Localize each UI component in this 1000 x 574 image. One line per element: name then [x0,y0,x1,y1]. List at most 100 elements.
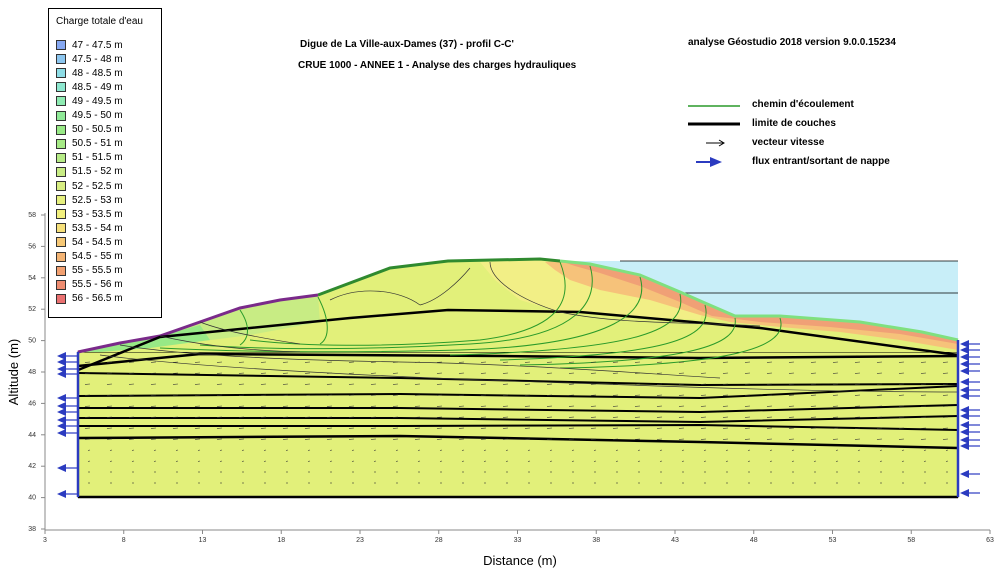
legend-swatch [56,124,66,135]
legend-swatch [56,223,66,234]
key-flux: flux entrant/sortant de nappe [752,156,890,167]
x-tick-label: 3 [43,537,47,544]
flux-arrow [960,346,969,354]
legend-swatch [56,152,66,163]
y-tick-label: 52 [28,306,36,313]
head-legend: Charge totale d'eau 47 - 47.5 m 47.5 - 48… [48,8,162,318]
legend-item: 50.5 - 51 m [56,138,123,150]
software-title: analyse Géostudio 2018 version 9.0.0.152… [688,37,896,48]
legend-label: 52 - 52.5 m [72,180,123,192]
legend-swatch [56,237,66,248]
legend-swatch [56,68,66,79]
legend-swatch [56,110,66,121]
legend-item: 55 - 55.5 m [56,265,123,277]
flux-arrow [960,378,969,386]
key-symbols [688,105,740,167]
flux-key-arrow [710,157,722,167]
legend-label: 55.5 - 56 m [72,279,123,291]
flux-arrow [960,386,969,394]
legend-item: 56 - 56.5 m [56,293,123,305]
title-line-2: CRUE 1000 - ANNEE 1 - Analyse des charge… [298,60,577,71]
x-tick-label: 48 [750,537,758,544]
legend-label: 51 - 51.5 m [72,152,123,164]
flux-arrow [57,416,66,424]
x-tick-label: 63 [986,537,994,544]
equipotential-lines [99,261,959,393]
legend-label: 54.5 - 55 m [72,251,123,262]
legend-item: 54.5 - 55 m [56,251,123,263]
legend-label: 48.5 - 49 m [72,81,123,93]
legend-swatch [56,251,66,262]
flux-arrows-upstream [960,340,980,497]
legend-swatch [56,96,66,107]
flux-arrow [57,402,66,410]
x-axis-label: Distance (m) [483,553,557,568]
x-tick-label: 53 [829,537,837,544]
y-tick-label: 46 [28,400,36,407]
legend-label: 56 - 56.5 m [72,293,123,305]
flux-arrows-downstream [57,352,77,498]
legend-swatch [56,40,66,50]
x-tick-label: 38 [592,537,600,544]
y-axis-label: Altitude (m) [6,339,21,405]
legend-title: Charge totale d'eau [56,16,143,27]
legend-label: 47.5 - 48 m [72,53,123,65]
legend-label: 48 - 48.5 m [72,67,123,79]
legend-label: 49 - 49.5 m [72,95,123,107]
legend-item: 48 - 48.5 m [56,67,123,79]
flux-arrow [960,489,969,497]
legend-swatch [56,82,66,93]
y-tick-label: 40 [28,495,36,502]
y-tick-label: 42 [28,463,36,470]
legend-label: 47 - 47.5 m [72,39,123,51]
title-line-1: Digue de La Ville-aux-Dames (37) - profi… [300,39,514,50]
flux-arrow [960,340,969,348]
legend-label: 50 - 50.5 m [72,124,123,136]
dike-crest [317,257,561,297]
x-tick-label: 58 [907,537,915,544]
flux-arrow [960,442,969,450]
y-tick-label: 38 [28,526,36,533]
flux-arrow [57,370,66,378]
legend-swatch [56,209,66,220]
head-zone-53-54 [480,259,705,320]
flux-arrow [57,464,66,472]
legend-item: 49 - 49.5 m [56,95,123,107]
legend-swatch [56,279,66,290]
flux-arrow [57,352,66,360]
legend-item: 53 - 53.5 m [56,208,123,220]
legend-item: 51 - 51.5 m [56,152,123,164]
flux-arrow [960,360,969,368]
flux-arrow [57,408,66,416]
upstream-slope-seepage [559,259,959,342]
key-velocity: vecteur vitesse [752,137,825,148]
x-tick-label: 23 [356,537,364,544]
y-tick-label: 50 [28,338,36,345]
flux-arrow [960,428,969,436]
legend-item: 49.5 - 50 m [56,110,123,122]
legend-label: 53.5 - 54 m [72,222,123,234]
legend-item: 47.5 - 48 m [56,53,123,65]
key-flow-path: chemin d'écoulement [752,99,854,110]
flux-arrow [57,422,66,430]
x-tick-label: 28 [435,537,443,544]
flux-arrow [960,406,969,414]
legend-item: 51.5 - 52 m [56,166,123,178]
x-tick-label: 33 [514,537,522,544]
y-axis-ticks: 38 40 42 44 46 48 50 52 54 56 58 [28,212,45,533]
legend-label: 50.5 - 51 m [72,138,123,150]
y-tick-label: 48 [28,369,36,376]
y-tick-label: 54 [28,275,36,282]
legend-item: 55.5 - 56 m [56,279,123,291]
x-tick-label: 43 [671,537,679,544]
legend-item: 52.5 - 53 m [56,194,123,206]
legend-label: 49.5 - 50 m [72,110,123,121]
legend-item: 47 - 47.5 m [56,39,123,51]
velocity-vectors [84,361,949,484]
legend-item: 53.5 - 54 m [56,222,123,234]
key-layer-limit: limite de couches [752,118,836,129]
flux-arrow [960,436,969,444]
flux-arrow [57,490,66,498]
legend-item: 54 - 54.5 m [56,236,123,248]
